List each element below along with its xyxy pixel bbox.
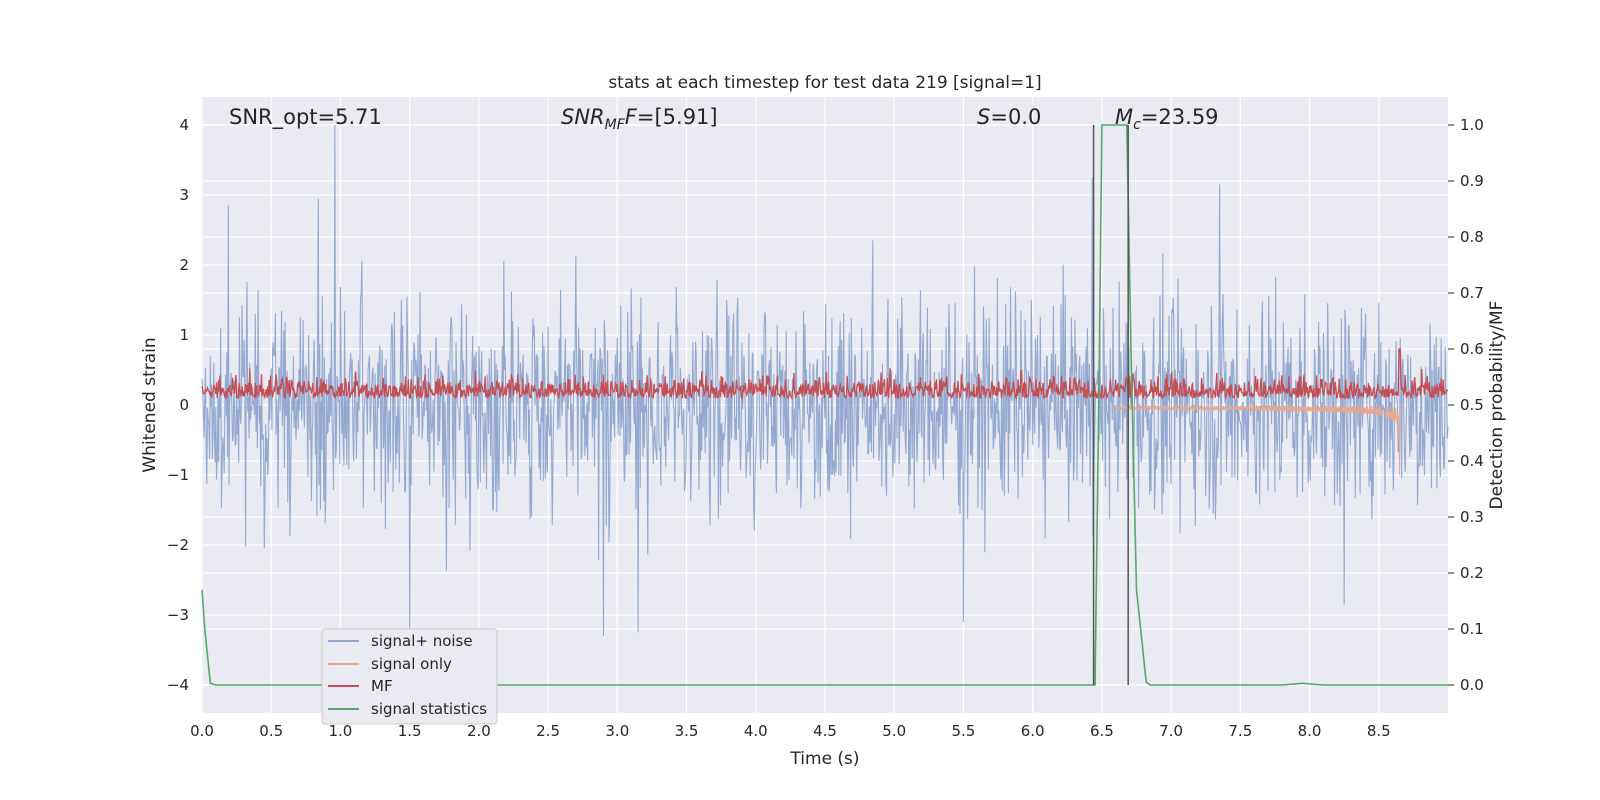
y2-tick-label-10: 0.0 bbox=[1460, 676, 1484, 694]
x-tick-labels: 0.0 0.5 1.0 1.5 2.0 2.5 3.0 3.5 4.0 4.5 5.0 5.5 6.0 6… bbox=[190, 722, 1391, 740]
y-tick-label-5: −1 bbox=[167, 466, 189, 484]
series-signal-statistics bbox=[201, 124, 1448, 686]
x-tick-label-11: 5.5 bbox=[952, 722, 976, 740]
x-tick-label-15: 7.5 bbox=[1228, 722, 1252, 740]
y-axis-label: Whitened strain bbox=[140, 337, 160, 472]
x-tick-label-10: 5.0 bbox=[882, 722, 906, 740]
y-tick-label-0: 4 bbox=[179, 116, 189, 134]
y-tick-label-1: 3 bbox=[179, 186, 189, 204]
y2-tick-label-1: 0.9 bbox=[1460, 172, 1484, 190]
x-tick-label-0: 0.0 bbox=[190, 722, 214, 740]
annotation-s: S=0.0 bbox=[977, 105, 1041, 129]
y2-tick-labels: 1.0 0.9 0.8 0.7 0.6 0.5 0.4 0.3 0.2 0.1 0.0 bbox=[1448, 116, 1484, 694]
annotation-snr-opt: SNR_opt=5.71 bbox=[229, 105, 382, 130]
y-tick-label-3: 1 bbox=[179, 326, 189, 344]
x-tick-label-14: 7.0 bbox=[1159, 722, 1183, 740]
annotation-snr-mf: SNRMFF=[5.91] bbox=[561, 105, 718, 133]
legend-label-signal-noise: signal+ noise bbox=[371, 632, 473, 650]
x-tick-label-13: 6.5 bbox=[1090, 722, 1114, 740]
x-tick-label-6: 3.0 bbox=[605, 722, 629, 740]
legend-label-signal-statistics: signal statistics bbox=[371, 700, 487, 718]
legend-label-mf: MF bbox=[371, 677, 393, 695]
y2-tick-label-6: 0.4 bbox=[1460, 452, 1484, 470]
legend-box bbox=[321, 628, 498, 725]
x-tick-label-16: 8.0 bbox=[1298, 722, 1322, 740]
y2-tick-label-0: 1.0 bbox=[1460, 116, 1484, 134]
x-tick-label-2: 1.0 bbox=[329, 722, 353, 740]
y-tick-label-8: −4 bbox=[167, 676, 189, 694]
y2-axis-label: Detection probability/MF bbox=[1487, 301, 1507, 510]
y2-tick-label-8: 0.2 bbox=[1460, 564, 1484, 582]
x-tick-label-1: 0.5 bbox=[259, 722, 283, 740]
y2-tick-label-5: 0.5 bbox=[1460, 396, 1484, 414]
y2-tick-label-4: 0.6 bbox=[1460, 340, 1484, 358]
y2-tick-label-2: 0.8 bbox=[1460, 228, 1484, 246]
y-tick-label-4: 0 bbox=[179, 396, 189, 414]
x-tick-label-9: 4.5 bbox=[813, 722, 837, 740]
x-tick-label-4: 2.0 bbox=[467, 722, 491, 740]
chart-title: stats at each timestep for test data 219… bbox=[608, 73, 1041, 93]
y2-tick-label-7: 0.3 bbox=[1460, 508, 1484, 526]
x-tick-label-7: 3.5 bbox=[675, 722, 699, 740]
y-tick-labels: 4 3 2 1 0 −1 −2 −3 −4 bbox=[167, 116, 189, 694]
y-tick-label-2: 2 bbox=[179, 256, 189, 274]
x-axis-label: Time (s) bbox=[789, 749, 859, 769]
legend: signal+ noise signal only MF signal stat… bbox=[321, 628, 498, 725]
y-tick-label-6: −2 bbox=[167, 536, 189, 554]
y2-tick-label-3: 0.7 bbox=[1460, 284, 1484, 302]
x-tick-label-5: 2.5 bbox=[536, 722, 560, 740]
x-tick-label-17: 8.5 bbox=[1367, 722, 1391, 740]
x-tick-label-3: 1.5 bbox=[398, 722, 422, 740]
y-tick-label-7: −3 bbox=[167, 606, 189, 624]
series-signal-only bbox=[1115, 403, 1401, 476]
x-tick-label-12: 6.0 bbox=[1021, 722, 1045, 740]
y2-tick-label-9: 0.1 bbox=[1460, 620, 1484, 638]
series-mf bbox=[201, 348, 1449, 401]
legend-label-signal-only: signal only bbox=[371, 655, 452, 673]
x-tick-label-8: 4.0 bbox=[744, 722, 768, 740]
annotation-mc: Mc=23.59 bbox=[1115, 105, 1219, 133]
